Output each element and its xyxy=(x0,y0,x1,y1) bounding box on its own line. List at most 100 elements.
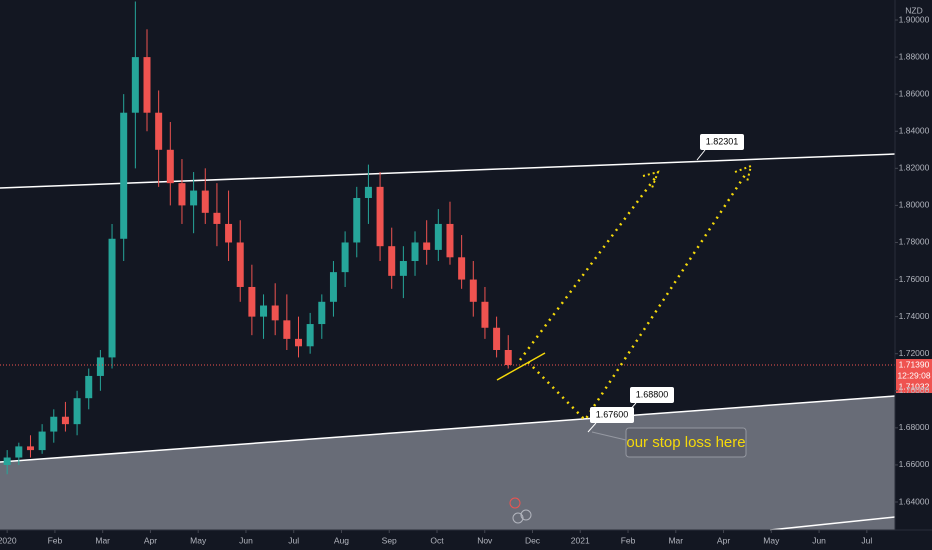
candles xyxy=(3,1,512,475)
y-tick-label: 1.68000 xyxy=(899,422,930,432)
x-tick-label: 2021 xyxy=(571,535,590,545)
callout-pointer xyxy=(696,149,706,161)
candle-body xyxy=(166,149,174,184)
candle-body xyxy=(283,320,291,339)
candle-body xyxy=(15,446,23,458)
y-tick-label: 1.70000 xyxy=(899,385,930,395)
note-text: our stop loss here xyxy=(626,434,745,451)
x-tick-label: May xyxy=(190,535,207,545)
candle-body xyxy=(50,416,58,432)
x-tick-label: Jun xyxy=(239,535,253,545)
x-tick-label: Jul xyxy=(288,535,299,545)
x-tick-label: Mar xyxy=(668,535,683,545)
x-tick-label: Oct xyxy=(430,535,444,545)
candle-body xyxy=(61,416,69,425)
x-tick-label: Mar xyxy=(95,535,110,545)
candle-body xyxy=(481,301,489,328)
countdown: 12:29:08 xyxy=(897,370,930,380)
candle-body xyxy=(434,223,442,250)
y-tick-label: 1.66000 xyxy=(899,459,930,469)
candle-body xyxy=(446,223,454,258)
candle-body xyxy=(225,223,233,243)
resistance-line xyxy=(0,153,896,189)
callout-label: 1.82301 xyxy=(706,136,739,146)
candle-body xyxy=(236,242,244,287)
candle-body xyxy=(143,57,151,113)
bid-price: 1.71032 xyxy=(899,381,930,391)
event-icon xyxy=(509,497,521,509)
y-tick-label: 1.72000 xyxy=(899,348,930,358)
candle-body xyxy=(306,324,314,347)
x-tick-label: Jul xyxy=(861,535,872,545)
candle-body xyxy=(213,212,221,224)
candle-body xyxy=(108,238,116,358)
candle-body xyxy=(38,431,46,451)
callout-label: 1.67600 xyxy=(596,409,629,419)
candle-body xyxy=(131,57,139,113)
y-tick-label: 1.74000 xyxy=(899,311,930,321)
candle-body xyxy=(3,457,11,465)
candle-body xyxy=(26,446,34,451)
x-tick-label: Feb xyxy=(48,535,63,545)
x-tick-label: Feb xyxy=(621,535,636,545)
candle-body xyxy=(411,242,419,262)
candle-body xyxy=(178,183,186,206)
candle-body xyxy=(248,286,256,317)
y-tick-label: 1.84000 xyxy=(899,125,930,135)
x-tick-label: Aug xyxy=(334,535,349,545)
y-tick-label: 1.88000 xyxy=(899,51,930,61)
x-tick-label: Apr xyxy=(144,535,157,545)
candle-body xyxy=(271,305,279,321)
event-icon xyxy=(512,512,524,524)
event-icon xyxy=(520,509,532,521)
callout-box xyxy=(590,407,634,423)
x-tick-label: Dec xyxy=(525,535,541,545)
candle-body xyxy=(504,349,512,366)
candle-body xyxy=(493,327,501,350)
y-tick-label: 1.86000 xyxy=(899,88,930,98)
projection-arrow xyxy=(518,177,657,361)
candle-body xyxy=(96,357,104,376)
y-tick-label: 1.82000 xyxy=(899,163,930,173)
y-tick-label: 1.90000 xyxy=(899,14,930,24)
candle-body xyxy=(341,242,349,273)
price-axis xyxy=(895,0,932,550)
candle-body xyxy=(73,398,81,425)
candle-body xyxy=(120,112,128,239)
currency-label: NZD xyxy=(905,5,922,15)
x-tick-label: May xyxy=(763,535,780,545)
note-box xyxy=(625,427,747,458)
candle-body xyxy=(318,301,326,325)
candle-body xyxy=(364,186,372,198)
callout-box xyxy=(630,387,674,403)
candle-body xyxy=(399,261,407,276)
x-tick-label: Sep xyxy=(382,535,397,545)
candle-body xyxy=(469,279,477,302)
candle-body xyxy=(353,197,361,243)
candle-body xyxy=(329,272,337,302)
candle-body xyxy=(155,112,163,150)
last-price: 1.71390 xyxy=(899,359,930,369)
candle-body xyxy=(388,246,396,276)
trend-touch xyxy=(496,352,546,381)
note-pointer xyxy=(591,431,627,441)
price-badge xyxy=(896,359,932,393)
candle-body xyxy=(201,190,209,213)
candle-body xyxy=(458,257,466,280)
x-tick-label: Nov xyxy=(477,535,493,545)
support-line xyxy=(0,395,896,463)
lower-line xyxy=(769,516,896,531)
candle-body xyxy=(190,190,198,206)
x-tick-label: 2020 xyxy=(0,535,17,545)
callout-box xyxy=(700,134,744,150)
candle-body xyxy=(376,186,384,247)
callout-label: 1.68800 xyxy=(636,389,669,399)
arrow-head xyxy=(642,170,660,189)
candle-body xyxy=(85,375,93,399)
candle-body xyxy=(294,338,302,347)
y-tick-label: 1.78000 xyxy=(899,237,930,247)
candle-body xyxy=(423,242,431,250)
y-tick-label: 1.80000 xyxy=(899,200,930,210)
